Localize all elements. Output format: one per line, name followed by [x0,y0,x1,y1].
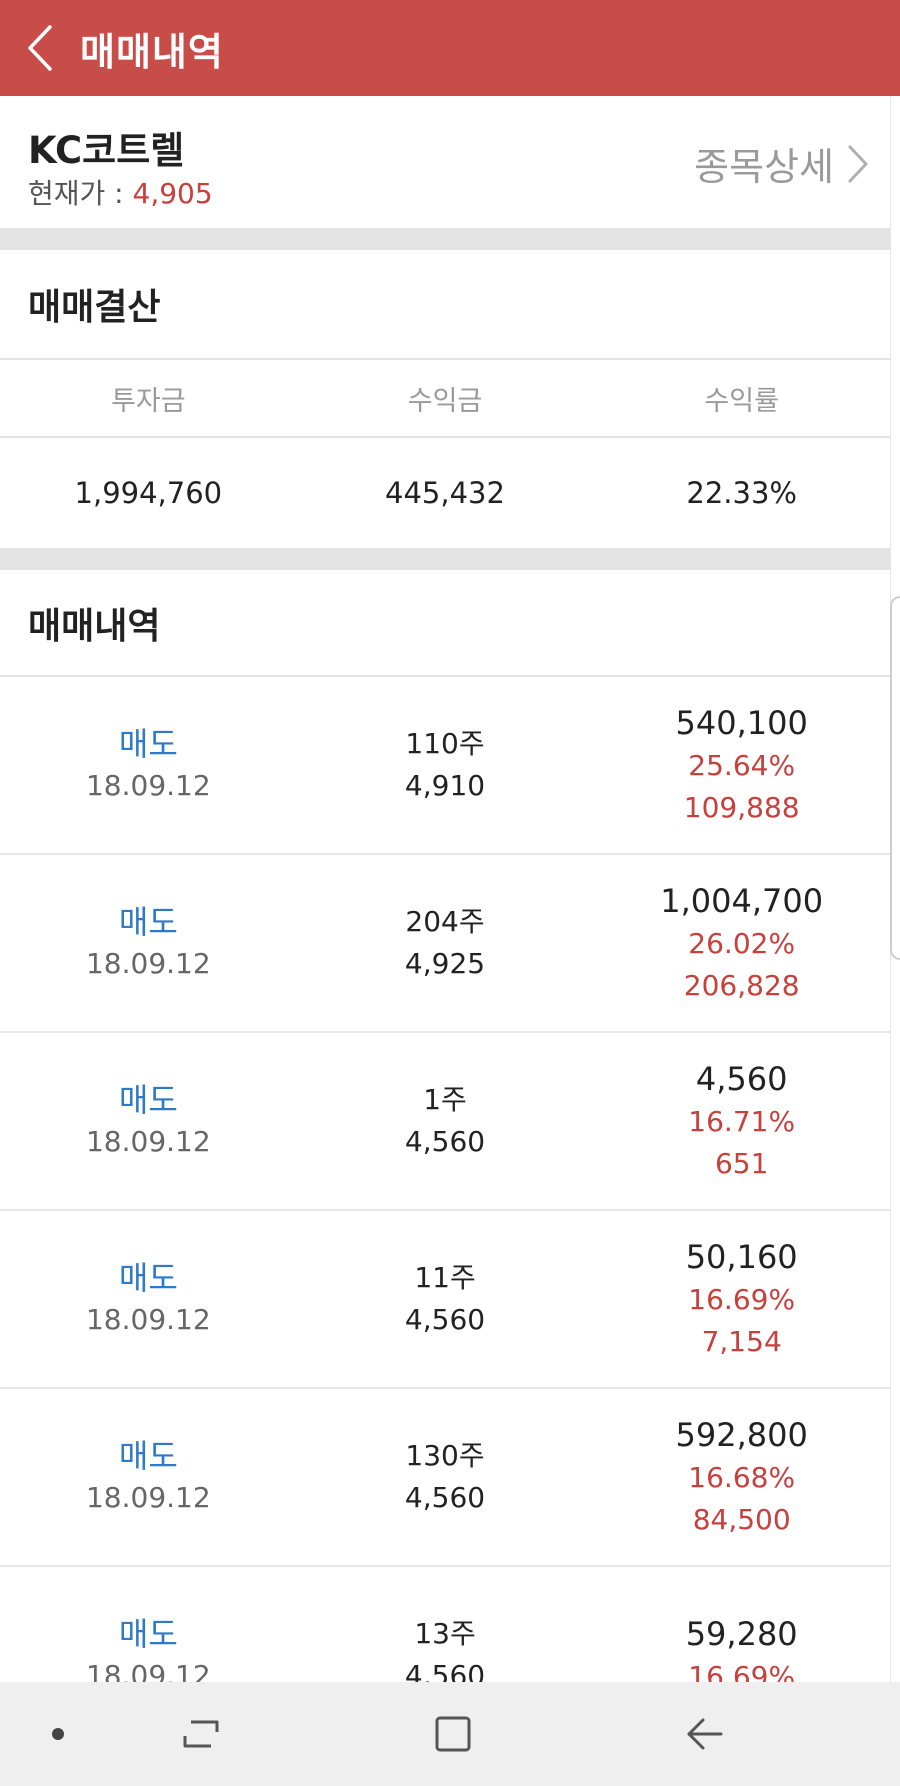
scroll-thumb[interactable] [890,596,900,960]
history-title: 매매내역 [28,605,161,647]
stock-detail-link[interactable]: 종목상세 [694,136,870,191]
investment-header: 투자금 [111,385,186,417]
profit-header: 수익금 [407,385,483,417]
trade-quantity: 130주 [405,1439,485,1472]
current-price: 현재가 : 4,905 [28,172,213,212]
trade-price: 4,560 [404,1303,486,1336]
trade-amount: 50,160 [685,1238,798,1276]
trade-quantity: 13주 [414,1617,476,1650]
trade-price: 4,910 [404,769,486,802]
history-row[interactable]: 매도 18.09.12 130주 4,560 592,800 16.68% 84,500 [0,1389,890,1567]
chevron-right-icon [848,145,868,182]
trade-type: 매도 [118,1259,178,1297]
history-row[interactable]: 매도 18.09.12 1주 4,560 4,560 16.71% 651 [0,1033,890,1211]
settlement-values: 1,994,760 445,432 22.33% [0,438,890,548]
trade-amount: 540,100 [675,704,808,742]
investment-value: 1,994,760 [74,476,223,510]
trade-amount: 59,280 [685,1615,798,1653]
trade-return-rate: 26.02% [688,927,796,960]
rate-header: 수익률 [704,385,779,417]
back-arrow-icon[interactable] [680,1710,730,1758]
recent-apps-icon[interactable] [176,1710,226,1758]
trade-quantity: 204주 [405,905,485,938]
profit-value: 445,432 [385,476,505,510]
section-divider [0,228,890,250]
trade-type: 매도 [118,1081,178,1119]
rate-value: 22.33% [686,476,797,510]
current-price-value: 4,905 [132,177,213,210]
history-row[interactable]: 매도 18.09.12 11주 4,560 50,160 16.69% 7,154 [0,1211,890,1389]
trade-profit: 109,888 [683,791,800,824]
trade-date: 18.09.12 [85,1481,211,1514]
trade-amount: 1,004,700 [660,882,824,920]
trade-quantity: 110주 [405,727,485,760]
trade-price: 4,925 [404,947,486,980]
trade-profit: 84,500 [692,1503,791,1536]
trade-quantity: 11주 [414,1261,476,1294]
settlement-title: 매매결산 [28,287,161,328]
trade-return-rate: 16.69% [688,1283,796,1316]
trade-date: 18.09.12 [85,1303,211,1336]
history-list: 매도 18.09.12 110주 4,910 540,100 25.64% 109,88… [0,677,890,1745]
stock-detail-label: 종목상세 [694,145,834,189]
page-title: 매매내역 [80,29,224,74]
trade-type: 매도 [118,1615,178,1653]
settlement-header: 매매결산 [0,250,890,360]
chevron-left-icon [28,25,52,71]
current-price-label: 현재가 : [28,177,133,210]
main-content: KC코트렐 현재가 : 4,905 종목상세 매매결산 투자금 수익금 수익률 … [0,96,890,1745]
trade-date: 18.09.12 [85,769,211,802]
history-row[interactable]: 매도 18.09.12 204주 4,925 1,004,700 26.02% 206,… [0,855,890,1033]
trade-date: 18.09.12 [85,947,211,980]
trade-type: 매도 [118,725,178,763]
trade-return-rate: 25.64% [688,749,796,782]
home-icon[interactable] [428,1710,478,1758]
system-nav-bar [0,1682,900,1786]
settlement-column-headers: 투자금 수익금 수익률 [0,360,890,438]
trade-price: 4,560 [404,1481,486,1514]
stock-header: KC코트렐 현재가 : 4,905 종목상세 [0,96,890,228]
trade-type: 매도 [118,1437,178,1475]
history-row[interactable]: 매도 18.09.12 110주 4,910 540,100 25.64% 109,88… [0,677,890,855]
stock-name: KC코트렐 [28,129,185,172]
app-bar: 매매내역 [0,0,900,96]
trade-return-rate: 16.71% [688,1105,796,1138]
trade-type: 매도 [118,903,178,941]
trade-date: 18.09.12 [85,1125,211,1158]
trade-price: 4,560 [404,1125,486,1158]
trade-quantity: 1주 [423,1083,467,1116]
trade-amount: 4,560 [695,1060,788,1098]
section-divider [0,548,890,570]
history-header: 매매내역 [0,570,890,677]
trade-profit: 651 [714,1147,769,1180]
trade-profit: 206,828 [683,969,800,1002]
dot-icon[interactable] [46,1722,70,1746]
trade-profit: 7,154 [701,1325,782,1358]
trade-amount: 592,800 [675,1416,808,1454]
trade-return-rate: 16.68% [688,1461,796,1494]
back-button[interactable] [0,0,80,96]
